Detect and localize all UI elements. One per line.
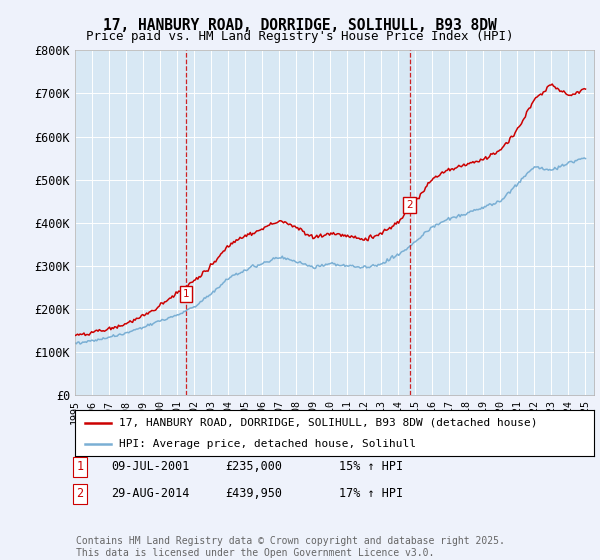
Text: 1: 1 [182,288,189,298]
Text: £439,950: £439,950 [225,487,282,500]
Text: 2: 2 [76,487,83,500]
Text: £235,000: £235,000 [225,460,282,473]
Text: Price paid vs. HM Land Registry's House Price Index (HPI): Price paid vs. HM Land Registry's House … [86,30,514,43]
Text: 15% ↑ HPI: 15% ↑ HPI [339,460,403,473]
Text: Contains HM Land Registry data © Crown copyright and database right 2025.
This d: Contains HM Land Registry data © Crown c… [76,536,505,558]
Text: 17% ↑ HPI: 17% ↑ HPI [339,487,403,500]
Text: HPI: Average price, detached house, Solihull: HPI: Average price, detached house, Soli… [119,439,416,449]
Text: 09-JUL-2001: 09-JUL-2001 [111,460,190,473]
Text: 29-AUG-2014: 29-AUG-2014 [111,487,190,500]
Text: 17, HANBURY ROAD, DORRIDGE, SOLIHULL, B93 8DW: 17, HANBURY ROAD, DORRIDGE, SOLIHULL, B9… [103,18,497,33]
Text: 17, HANBURY ROAD, DORRIDGE, SOLIHULL, B93 8DW (detached house): 17, HANBURY ROAD, DORRIDGE, SOLIHULL, B9… [119,418,538,428]
Text: 1: 1 [76,460,83,473]
Text: 2: 2 [406,200,413,211]
